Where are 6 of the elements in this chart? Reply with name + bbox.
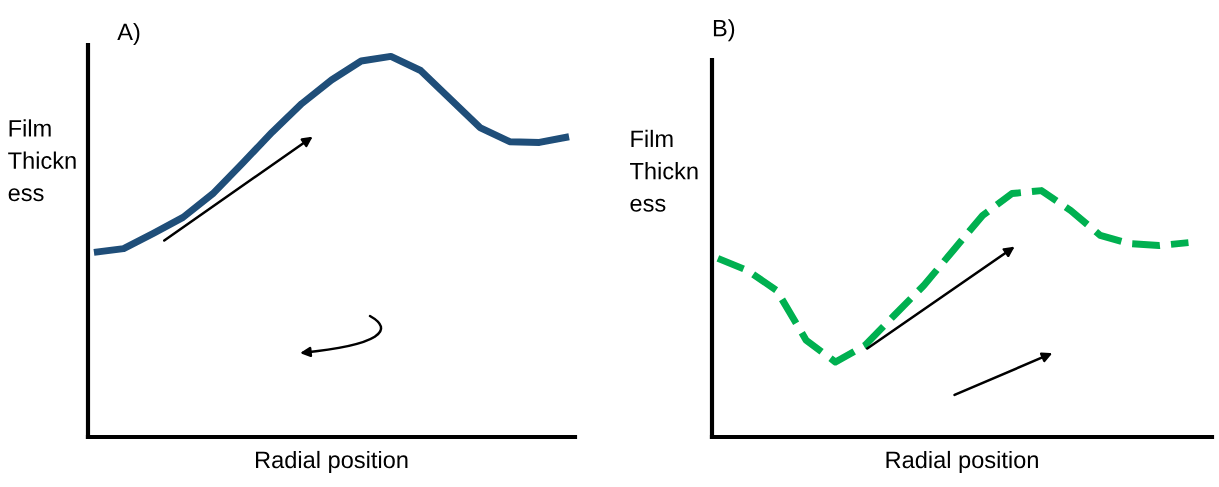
x-axis-title: Radial position xyxy=(886,450,1038,473)
chart-title: B) xyxy=(713,19,735,42)
y-axis-title: Film Thickn ess xyxy=(630,129,698,212)
chart-title: A) xyxy=(117,22,140,45)
x-axis-title: Radial position xyxy=(256,450,408,473)
y-axis-title: Film Thickn ess xyxy=(8,119,76,202)
